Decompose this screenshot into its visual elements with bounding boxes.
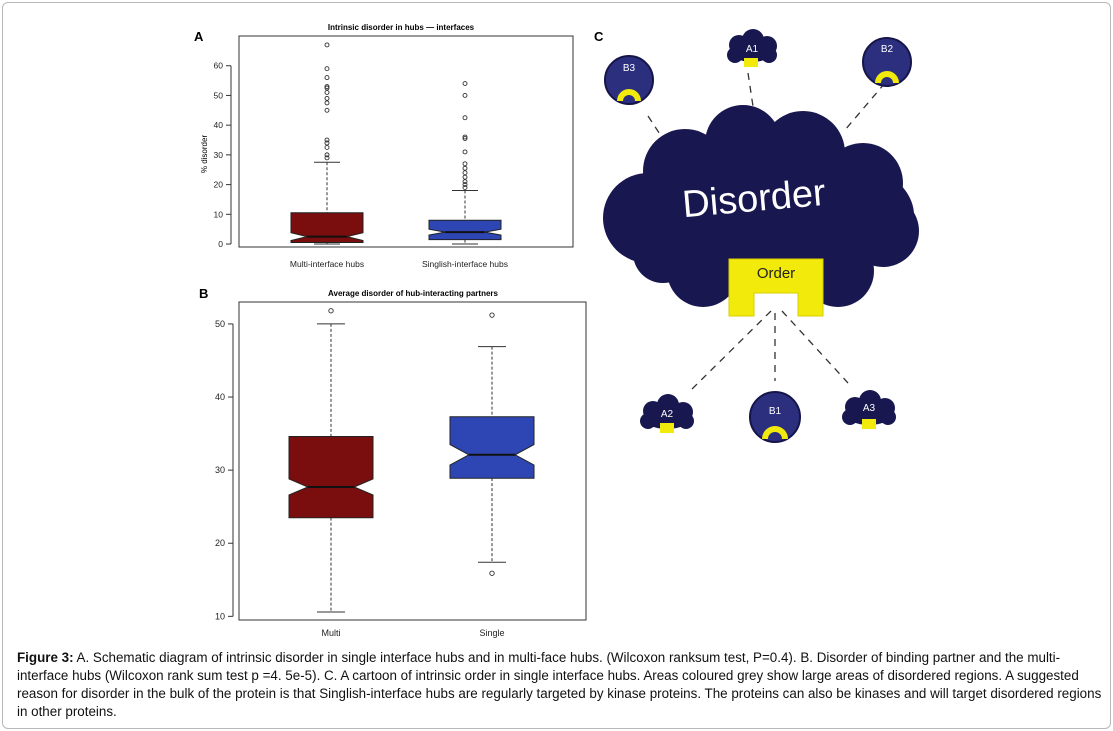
panel-a-label: A (194, 29, 204, 44)
outlier-point (462, 179, 468, 185)
box-singlish-interface-hubs (428, 219, 502, 241)
panel-c-label: C (594, 29, 604, 44)
x-category-label: Single (479, 628, 504, 638)
partner-a2-label: A2 (661, 409, 674, 420)
outlier-point (462, 92, 468, 98)
y-tick-label: 50 (215, 319, 225, 329)
box-multi (288, 436, 374, 519)
panel-c-cartoon: C Diso (594, 29, 919, 443)
partner-b2-icon: B2 (862, 37, 912, 87)
partner-a2-icon: A2 (640, 394, 694, 433)
connector-lines (647, 72, 886, 394)
outlier-point (462, 115, 468, 121)
outlier-point (324, 137, 330, 143)
outlier-point (462, 165, 468, 171)
partner-b1-label: B1 (769, 406, 782, 417)
partner-a3-icon: A3 (842, 390, 896, 429)
outlier-point (462, 149, 468, 155)
panel-b-label: B (199, 286, 208, 301)
y-tick-label: 40 (215, 392, 225, 402)
x-category-label: Multi (321, 628, 340, 638)
panel-a-plot-frame (238, 35, 574, 248)
partner-a1-icon: A1 (727, 29, 777, 67)
outlier-point (462, 174, 468, 180)
outlier-point (324, 140, 330, 146)
figure-canvas: A Intrinsic disorder in hubs — interface… (194, 23, 919, 638)
outlier-point (324, 85, 330, 91)
outlier-point (462, 185, 468, 191)
outlier-point (324, 107, 330, 113)
y-tick-label: 60 (214, 61, 224, 71)
box-multi-interface-hubs (290, 212, 364, 243)
y-tick-label: 0 (218, 239, 223, 249)
outlier-point (324, 84, 330, 89)
panel-b-title: Average disorder of hub-interacting part… (328, 289, 499, 298)
outlier-point (489, 570, 495, 576)
y-tick-label: 30 (214, 150, 224, 160)
y-tick-label: 50 (214, 90, 224, 100)
outlier-point (462, 136, 468, 141)
outlier-point (462, 170, 468, 176)
box-single (449, 416, 535, 479)
outlier-point (324, 100, 330, 106)
partner-b1-icon: B1 (749, 391, 801, 443)
outlier-point (324, 75, 330, 81)
outlier-point (328, 308, 334, 314)
partner-a3-label: A3 (863, 403, 876, 414)
outlier-point (324, 144, 330, 150)
panel-a-title: Intrinsic disorder in hubs — interfaces (328, 23, 475, 32)
partner-b3-icon: B3 (604, 55, 654, 105)
panel-b-plot-frame (238, 301, 587, 621)
disorder-cloud (603, 105, 919, 307)
figure-caption: Figure 3: A. Schematic diagram of intrin… (17, 649, 1103, 721)
order-text: Order (757, 265, 795, 282)
y-tick-label: 10 (215, 611, 225, 621)
panel-a-chart: Intrinsic disorder in hubs — interfaces … (200, 23, 574, 269)
outlier-point (462, 161, 468, 167)
caption-text: A. Schematic diagram of intrinsic disord… (17, 650, 1102, 719)
partner-a1-label: A1 (746, 44, 759, 55)
partner-b3-label: B3 (623, 63, 636, 74)
panel-b-chart: Average disorder of hub-interacting part… (215, 289, 587, 638)
x-category-label: Singlish-interface hubs (422, 259, 508, 269)
outlier-point (324, 90, 330, 95)
outlier-point (324, 152, 330, 158)
outlier-point (462, 182, 468, 188)
y-tick-label: 10 (214, 209, 224, 219)
partner-b2-label: B2 (881, 44, 894, 55)
outlier-point (324, 66, 330, 72)
outlier-point (324, 95, 330, 101)
y-tick-label: 20 (214, 180, 224, 190)
x-category-label: Multi-interface hubs (290, 259, 364, 269)
y-tick-label: 40 (214, 120, 224, 130)
outlier-point (462, 81, 468, 86)
panel-a-ylabel: % disorder (200, 135, 209, 174)
outlier-point (462, 134, 468, 140)
outlier-point (489, 312, 495, 318)
order-region (728, 258, 824, 317)
y-tick-label: 20 (215, 538, 225, 548)
outlier-point (324, 155, 330, 161)
y-tick-label: 30 (215, 465, 225, 475)
outlier-point (324, 42, 330, 48)
figure-label: Figure 3: (17, 650, 74, 665)
